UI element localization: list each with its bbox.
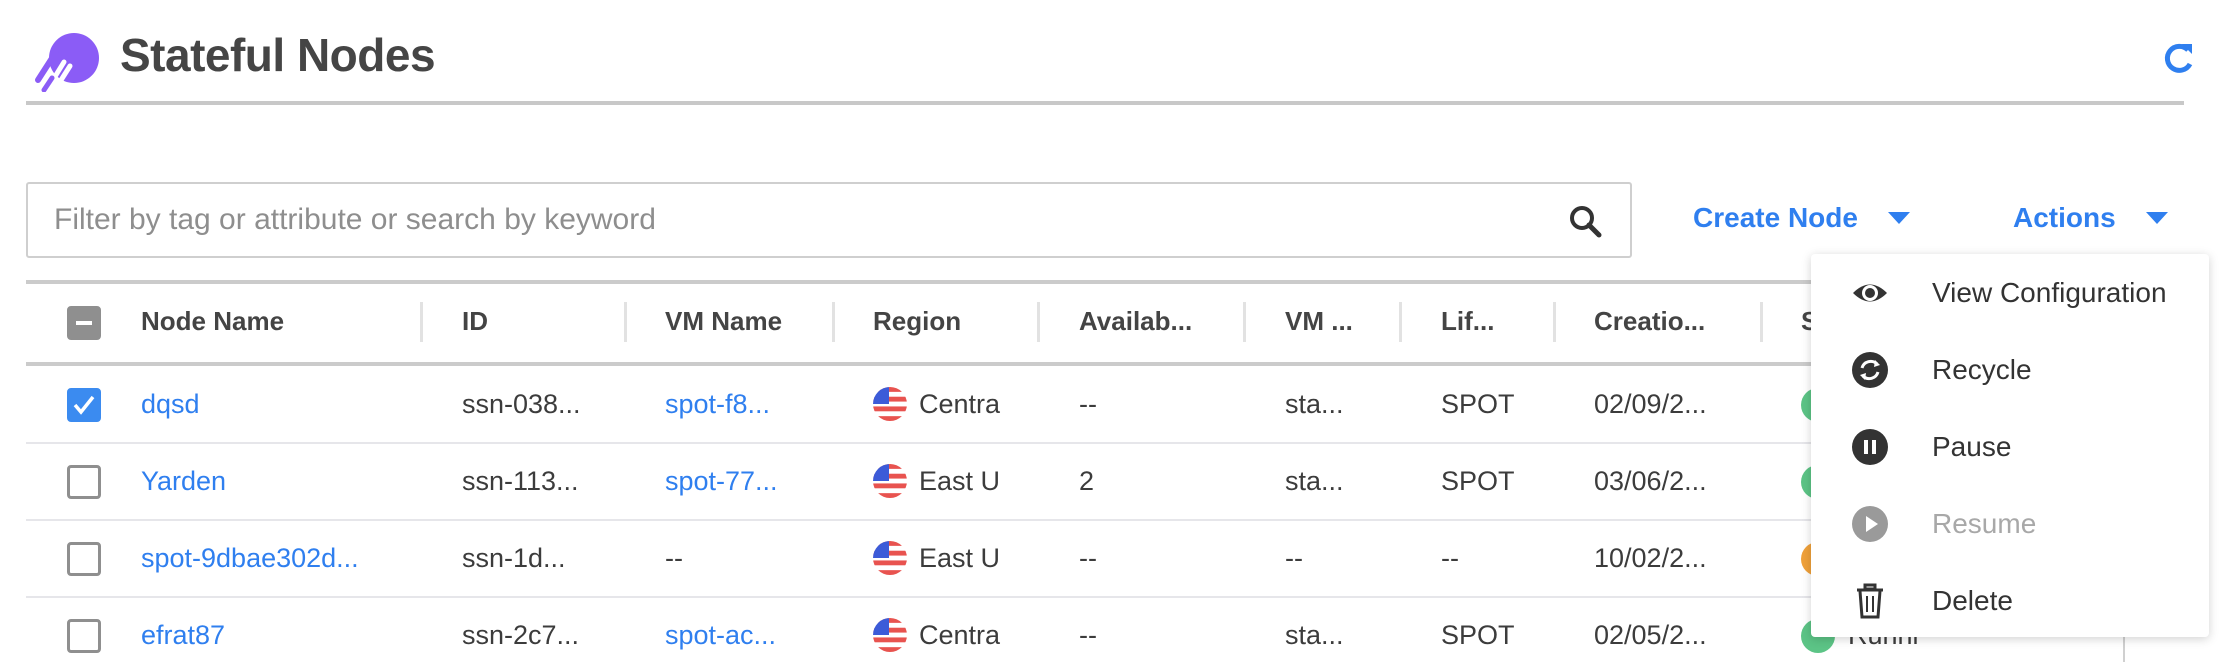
row-checkbox[interactable] (67, 619, 101, 653)
row-divider (26, 519, 2184, 521)
column-resize-handle[interactable] (1760, 302, 1763, 342)
row-checkbox[interactable] (67, 542, 101, 576)
menu-item-view-configuration[interactable]: View Configuration (1811, 254, 2209, 331)
menu-item-resume: Resume (1811, 485, 2209, 562)
checkmark-icon (73, 395, 95, 415)
region-cell: East U (873, 464, 1051, 498)
search-icon[interactable] (1568, 204, 1602, 238)
column-header[interactable]: Lif... (1441, 306, 1495, 336)
menu-item-pause[interactable]: Pause (1811, 408, 2209, 485)
menu-item-recycle[interactable]: Recycle (1811, 331, 2209, 408)
node-name-link[interactable]: efrat87 (141, 620, 226, 650)
column-header[interactable]: Availab... (1079, 306, 1193, 336)
eye-icon (1853, 284, 1887, 301)
column-resize-handle[interactable] (1399, 302, 1402, 342)
column-header[interactable]: ID (462, 306, 488, 336)
region-name: Centra (919, 619, 1001, 650)
creation-date: 02/09/2... (1594, 389, 1707, 419)
region-cell: Centra (873, 387, 1051, 421)
creation-date: 02/05/2... (1594, 620, 1707, 650)
search-input[interactable] (28, 184, 1508, 256)
play-icon (1852, 505, 1888, 542)
vm-name-link[interactable]: spot-f8... (665, 389, 771, 419)
column-header[interactable]: VM ... (1285, 306, 1353, 336)
region-cell: East U (873, 541, 1051, 575)
pause-icon (1852, 428, 1888, 465)
chevron-down-icon (1887, 212, 1910, 224)
column-resize-handle[interactable] (1037, 302, 1040, 342)
lifecycle: SPOT (1441, 620, 1515, 650)
row-divider (26, 442, 2184, 444)
availability-zone: 2 (1079, 466, 1095, 496)
node-name-link[interactable]: Yarden (141, 466, 227, 496)
creation-date: 10/02/2... (1594, 543, 1707, 573)
header-divider (26, 101, 2184, 105)
availability-zone: -- (1079, 543, 1097, 573)
vm-name-link: -- (665, 543, 683, 573)
row-checkbox[interactable] (67, 465, 101, 499)
chevron-down-icon (2145, 212, 2168, 224)
vm-size: sta... (1285, 620, 1344, 650)
column-divider (2123, 637, 2125, 662)
availability-zone: -- (1079, 389, 1097, 419)
us-flag-icon (873, 387, 907, 421)
vm-size: sta... (1285, 389, 1344, 419)
trash-icon (1857, 583, 1883, 618)
actions-label: Actions (2013, 202, 2116, 233)
create-node-button[interactable]: Create Node (1693, 202, 1910, 234)
vm-size: -- (1285, 543, 1303, 573)
select-all-checkbox[interactable] (67, 306, 101, 340)
column-resize-handle[interactable] (1243, 302, 1246, 342)
us-flag-icon (873, 618, 907, 652)
node-id: ssn-2c7... (462, 620, 580, 650)
column-resize-handle[interactable] (624, 302, 627, 342)
column-header[interactable]: Node Name (141, 306, 285, 336)
node-id: ssn-113... (462, 466, 579, 496)
node-id: ssn-1d... (462, 543, 566, 573)
lifecycle: SPOT (1441, 389, 1515, 419)
creation-date: 03/06/2... (1594, 466, 1707, 496)
spot-logo-icon (35, 33, 99, 92)
column-header[interactable]: Creatio... (1594, 306, 1706, 336)
column-resize-handle[interactable] (832, 302, 835, 342)
column-header[interactable]: Region (873, 306, 962, 336)
lifecycle: -- (1441, 543, 1459, 573)
column-resize-handle[interactable] (1553, 302, 1556, 342)
vm-size: sta... (1285, 466, 1344, 496)
table-top-border (26, 280, 2184, 284)
us-flag-icon (873, 541, 907, 575)
region-name: Centra (919, 388, 1001, 419)
row-checkbox[interactable] (67, 388, 101, 422)
recycle-icon (1852, 351, 1888, 388)
refresh-icon[interactable] (2158, 38, 2198, 78)
row-divider (26, 596, 2184, 598)
us-flag-icon (873, 464, 907, 498)
region-cell: Centra (873, 618, 1051, 652)
column-resize-handle[interactable] (420, 302, 423, 342)
table-header-border (26, 362, 2184, 366)
actions-button[interactable]: Actions (2013, 202, 2168, 234)
vm-name-link[interactable]: spot-77... (665, 466, 778, 496)
page-title: Stateful Nodes (120, 29, 436, 81)
actions-menu: View Configuration Recycle Pause Resume … (1811, 254, 2209, 637)
node-id: ssn-038... (462, 389, 581, 419)
region-name: East U (919, 542, 1001, 573)
node-name-link[interactable]: dqsd (141, 389, 200, 419)
lifecycle: SPOT (1441, 466, 1515, 496)
region-name: East U (919, 465, 1001, 496)
column-header[interactable]: VM Name (665, 306, 783, 336)
availability-zone: -- (1079, 620, 1097, 650)
node-name-link[interactable]: spot-9dbae302d... (141, 543, 359, 573)
menu-item-delete[interactable]: Delete (1811, 562, 2209, 639)
create-node-label: Create Node (1693, 202, 1858, 233)
search-box[interactable] (26, 182, 1632, 258)
vm-name-link[interactable]: spot-ac... (665, 620, 777, 650)
